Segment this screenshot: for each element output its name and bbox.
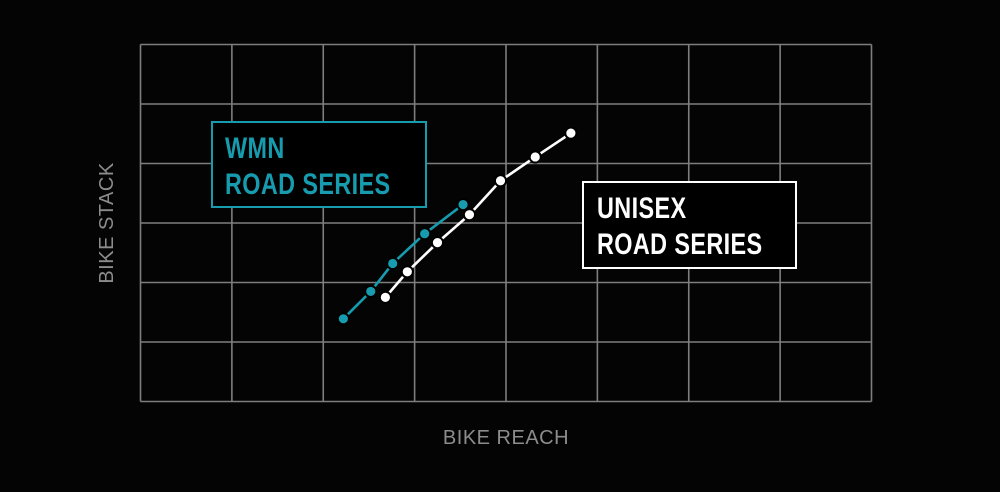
legend-wmn-line2: ROAD SERIES [225, 168, 391, 201]
legend-unisex-line1: UNISEX [597, 192, 687, 225]
legend-unisex-line2: ROAD SERIES [597, 228, 763, 261]
legend-wmn-road-series: WMN ROAD SERIES [211, 121, 427, 208]
legend-wmn-line1: WMN [225, 132, 285, 165]
x-axis-label: BIKE REACH [442, 427, 570, 449]
legend-unisex-road-series: UNISEX ROAD SERIES [582, 181, 797, 269]
y-axis-label: BIKE STACK [96, 162, 118, 284]
